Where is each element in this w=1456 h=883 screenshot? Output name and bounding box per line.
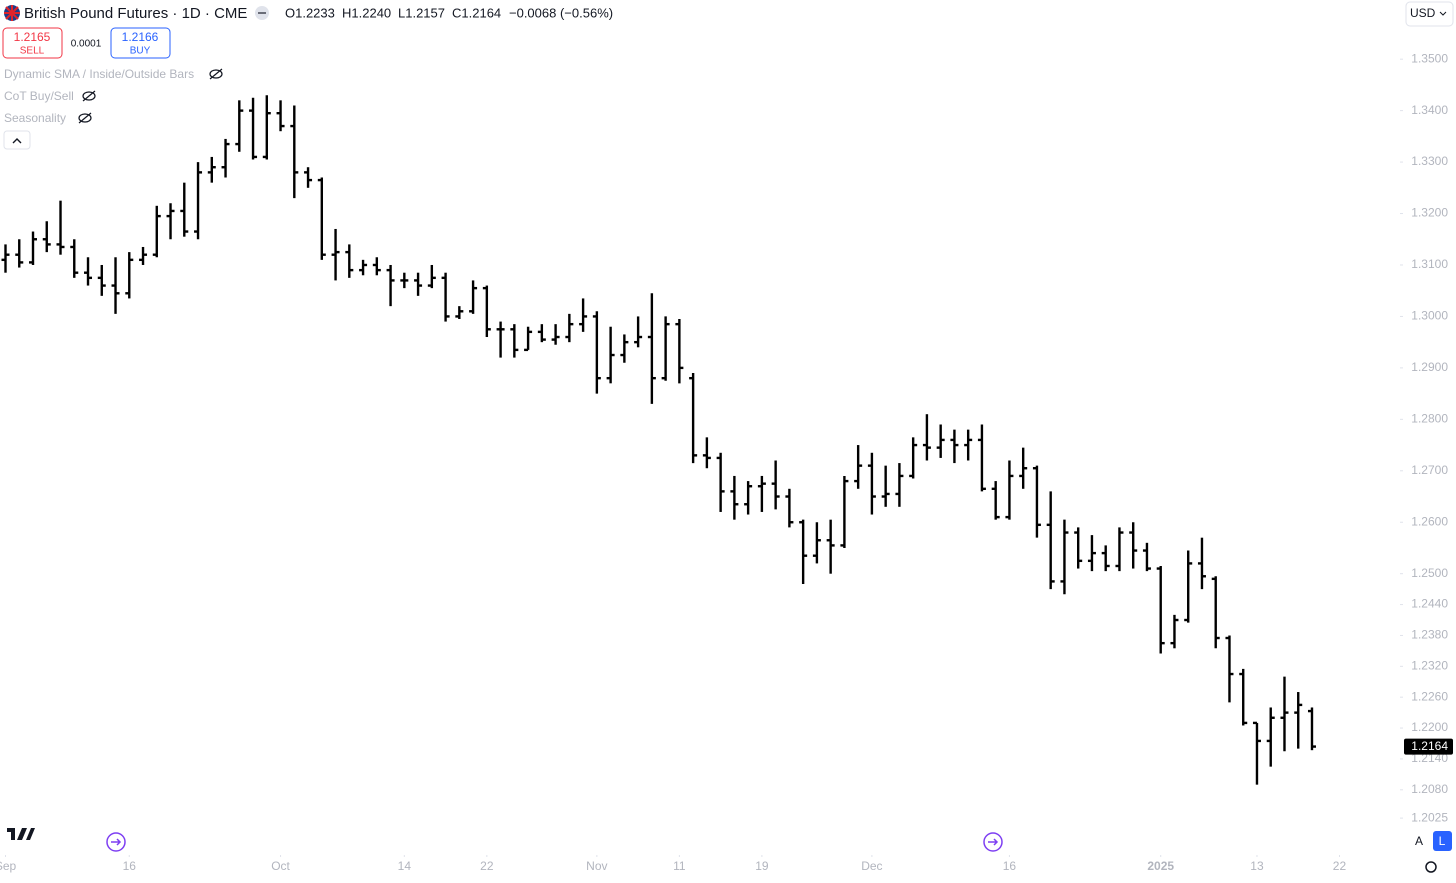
buy-label: BUY bbox=[130, 46, 151, 57]
event-icon[interactable] bbox=[106, 832, 126, 852]
y-tick-label: 1.3300 bbox=[1411, 154, 1448, 168]
y-tick-label: 1.2800 bbox=[1411, 412, 1448, 426]
ohlc-high: H1.2240 bbox=[342, 5, 391, 20]
y-tick-label: 1.2025 bbox=[1411, 810, 1448, 824]
currency-caret bbox=[1439, 11, 1447, 16]
y-tick-label: 1.2260 bbox=[1411, 689, 1448, 703]
collapse-icon bbox=[12, 138, 22, 144]
y-tick-label: 1.2500 bbox=[1411, 566, 1448, 580]
x-tick-label: 11 bbox=[673, 859, 686, 873]
y-tick-label: 1.3500 bbox=[1411, 51, 1448, 65]
x-tick-label: 22 bbox=[1333, 859, 1347, 873]
indicator[interactable]: Seasonality bbox=[4, 111, 66, 125]
event-icon[interactable] bbox=[983, 832, 1003, 852]
y-tick-label: 1.2600 bbox=[1411, 514, 1448, 528]
currency: USD bbox=[1410, 6, 1436, 20]
y-tick-label: 1.2140 bbox=[1411, 751, 1448, 765]
x-tick-label: 13 bbox=[1250, 859, 1264, 873]
x-tick-label: Sep bbox=[0, 859, 16, 873]
ohlc-close: C1.2164 bbox=[452, 5, 501, 20]
x-tick-label: Oct bbox=[271, 859, 290, 873]
sell-price: 1.2165 bbox=[14, 30, 51, 44]
last-price-box bbox=[1404, 738, 1453, 755]
flag-cross bbox=[4, 5, 20, 21]
y-tick-label: 1.3200 bbox=[1411, 206, 1448, 220]
y-tick-label: 1.2440 bbox=[1411, 597, 1448, 611]
settings-icon[interactable] bbox=[1425, 861, 1437, 873]
y-tick-label: 1.2200 bbox=[1411, 720, 1448, 734]
footer: A L bbox=[7, 828, 1452, 873]
event-arrow bbox=[988, 838, 999, 846]
x-tick-label: Dec bbox=[861, 859, 882, 873]
header: British Pound Futures · 1D · CME O1.2233… bbox=[2, 1, 1454, 150]
currency-select[interactable] bbox=[1405, 1, 1454, 27]
log-scale[interactable] bbox=[1433, 831, 1452, 851]
y-tick-label: 1.2900 bbox=[1411, 360, 1448, 374]
scale-a: A bbox=[1415, 834, 1423, 848]
y-tick-label: 1.3400 bbox=[1411, 103, 1448, 117]
buy-price: 1.2166 bbox=[122, 30, 159, 44]
logo[interactable] bbox=[7, 828, 35, 840]
spread: 0.0001 bbox=[71, 39, 102, 50]
symbol-title[interactable]: British Pound Futures · 1D · CME bbox=[24, 5, 247, 22]
x-tick-label: 16 bbox=[1003, 859, 1017, 873]
eye-icons bbox=[78, 68, 223, 124]
x-tick-label: 14 bbox=[398, 859, 412, 873]
x-tick-label: 2025 bbox=[1147, 859, 1174, 873]
sell-button[interactable] bbox=[2, 27, 63, 59]
status-dash bbox=[258, 12, 266, 14]
sell-label: SELL bbox=[20, 46, 45, 57]
y-tick-label: 1.3000 bbox=[1411, 309, 1448, 323]
indicator[interactable]: CoT Buy/Sell bbox=[4, 89, 74, 103]
bars bbox=[1, 95, 1316, 785]
ohlc-low: L1.2157 bbox=[398, 5, 445, 20]
indicator[interactable]: Dynamic SMA / Inside/Outside Bars bbox=[4, 67, 194, 81]
event-arrow bbox=[111, 838, 122, 846]
ohlc-change: −0.0068 (−0.56%) bbox=[509, 5, 613, 20]
y-tick-label: 1.2320 bbox=[1411, 658, 1448, 672]
x-tick-label: 19 bbox=[755, 859, 769, 873]
x-tick-label: 22 bbox=[480, 859, 494, 873]
collapse-button[interactable] bbox=[3, 130, 31, 150]
y-tick-label: 1.2700 bbox=[1411, 463, 1448, 477]
ohlc-open: O1.2233 bbox=[285, 5, 335, 20]
y-tick-label: 1.2380 bbox=[1411, 628, 1448, 642]
last-price-label: 1.2164 bbox=[1411, 739, 1448, 753]
y-tick-label: 1.2080 bbox=[1411, 782, 1448, 796]
x-tick-label: Nov bbox=[586, 859, 607, 873]
x-tick-label: 16 bbox=[123, 859, 137, 873]
buy-button[interactable] bbox=[110, 27, 171, 59]
auto-scale[interactable] bbox=[1410, 831, 1429, 851]
scale-l: L bbox=[1439, 834, 1446, 848]
y-tick-label: 1.3100 bbox=[1411, 257, 1448, 271]
